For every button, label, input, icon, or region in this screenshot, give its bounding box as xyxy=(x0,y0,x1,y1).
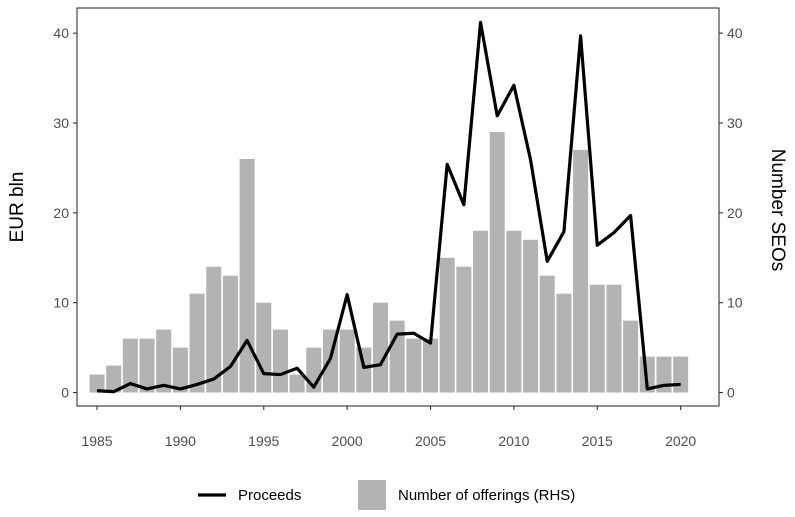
legend-offerings-label: Number of offerings (RHS) xyxy=(398,487,575,504)
bar-1986 xyxy=(106,365,122,393)
line-layer xyxy=(96,20,681,394)
bar-2017 xyxy=(623,320,639,393)
bar-2006 xyxy=(439,257,455,393)
legend-offerings-swatch xyxy=(358,480,386,510)
bar-2010 xyxy=(506,230,522,393)
bar-2013 xyxy=(556,293,572,393)
bar-1996 xyxy=(272,329,288,393)
right-tick-label: 20 xyxy=(727,205,743,221)
bar-1994 xyxy=(239,158,255,393)
bar-1997 xyxy=(289,374,305,393)
bar-2008 xyxy=(473,230,489,393)
bar-2011 xyxy=(523,239,539,393)
bar-2001 xyxy=(356,347,372,393)
bar-2009 xyxy=(489,131,505,393)
x-tick-label: 1985 xyxy=(81,433,112,449)
legend: Proceeds Number of offerings (RHS) xyxy=(198,480,575,510)
right-y-axis: 0 10 20 30 40 xyxy=(719,25,743,401)
plot-panel-border xyxy=(76,7,720,407)
proceeds-line xyxy=(96,20,681,394)
bar-1987 xyxy=(122,338,138,393)
bar-2014 xyxy=(573,149,589,393)
left-tick-label: 0 xyxy=(61,385,69,401)
bars-layer xyxy=(89,131,689,393)
bar-2020 xyxy=(673,356,689,393)
bar-2000 xyxy=(339,329,355,393)
bar-2005 xyxy=(423,338,439,393)
x-axis: 1985 1990 1995 2000 2005 2010 2015 2020 xyxy=(81,406,696,449)
left-tick-label: 20 xyxy=(53,205,69,221)
x-tick-label: 2015 xyxy=(582,433,613,449)
x-tick-label: 2010 xyxy=(498,433,529,449)
right-y-axis-title: Number SEOs xyxy=(767,149,788,271)
legend-proceeds-label: Proceeds xyxy=(238,487,301,504)
bar-2003 xyxy=(389,320,405,393)
left-tick-label: 30 xyxy=(53,115,69,131)
bar-2007 xyxy=(456,266,472,393)
bar-1988 xyxy=(139,338,155,393)
bar-1991 xyxy=(189,293,205,393)
left-y-axis-title: EUR bln xyxy=(7,172,28,243)
bar-2002 xyxy=(372,302,388,393)
x-tick-label: 1990 xyxy=(165,433,196,449)
bar-1993 xyxy=(222,275,238,393)
right-tick-label: 10 xyxy=(727,295,743,311)
bar-2015 xyxy=(589,284,605,393)
x-tick-label: 1995 xyxy=(248,433,279,449)
bar-1992 xyxy=(206,266,222,393)
bar-2016 xyxy=(606,284,622,393)
bar-2012 xyxy=(539,275,555,393)
left-tick-label: 40 xyxy=(53,25,69,41)
bar-1985 xyxy=(89,374,105,393)
right-tick-label: 30 xyxy=(727,115,743,131)
bar-1990 xyxy=(172,347,188,393)
bar-1995 xyxy=(256,302,272,393)
bar-1989 xyxy=(156,329,172,393)
x-tick-label: 2000 xyxy=(332,433,363,449)
left-tick-label: 10 xyxy=(53,295,69,311)
x-tick-label: 2020 xyxy=(665,433,696,449)
right-tick-label: 40 xyxy=(727,25,743,41)
x-tick-label: 2005 xyxy=(415,433,446,449)
bar-2004 xyxy=(406,338,422,393)
right-tick-label: 0 xyxy=(727,385,735,401)
left-y-axis: 0 10 20 30 40 xyxy=(53,25,77,401)
